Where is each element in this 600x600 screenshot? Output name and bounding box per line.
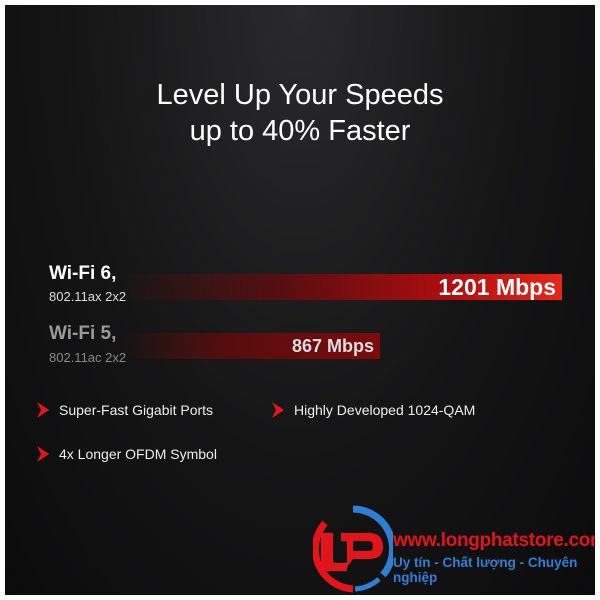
chevron-right-icon [37,402,49,418]
feature-text: 4x Longer OFDM Symbol [59,446,217,462]
longphat-logo-icon [313,505,393,593]
wifi5-standard: 802.11ac 2x2 [49,350,127,365]
feature-item: Highly Developed 1024-QAM [272,402,475,418]
feature-text: Highly Developed 1024-QAM [294,402,476,418]
chevron-right-icon [37,446,49,462]
wifi6-standard: 802.11ax 2x2 [49,289,127,304]
wifi6-label: Wi-Fi 6, [49,263,117,284]
wifi5-speed-value: 867 Mbps [291,336,374,356]
wifi5-speed-bar: 867 Mbps [122,333,380,359]
wifi6-speed-bar: 1201 Mbps [120,274,562,300]
store-tagline: Uy tín - Chất lượng - Chuyên nghiệp [393,555,578,585]
feature-text: Super-Fast Gigabit Ports [59,402,214,418]
wifi5-label: Wi-Fi 5, [49,323,117,344]
store-url: www.longphatstore.com [393,530,595,551]
product-banner: Level Up Your Speeds up to 40% Faster 12… [5,5,595,595]
headline-line-1: Level Up Your Speeds [156,79,444,111]
headline-line-2: up to 40% Faster [189,115,411,147]
feature-item: 4x Longer OFDM Symbol [37,446,217,462]
feature-item: Super-Fast Gigabit Ports [37,402,213,418]
chevron-right-icon [272,402,284,418]
wifi6-speed-value: 1201 Mbps [438,274,556,300]
